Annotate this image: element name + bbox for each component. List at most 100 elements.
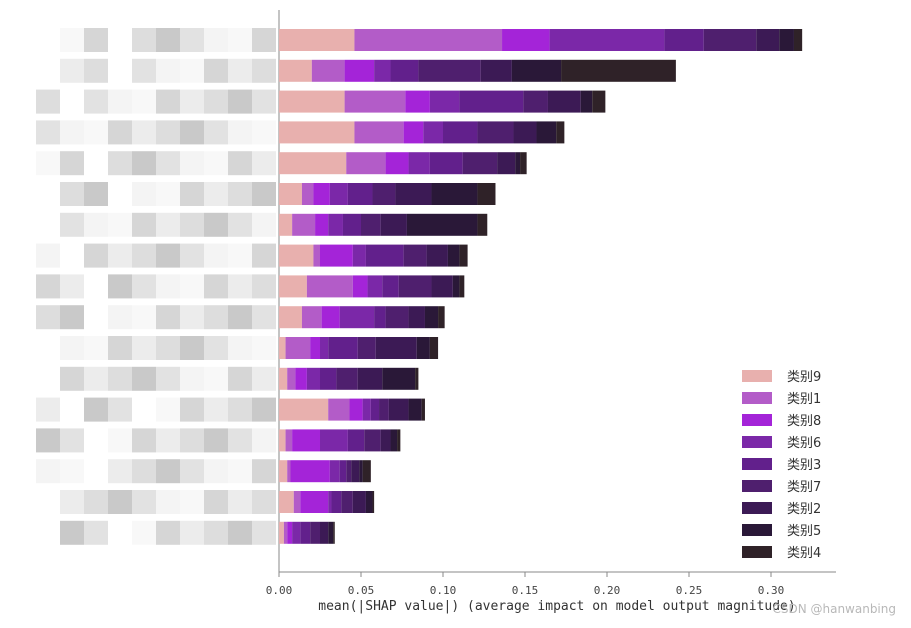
bar-segment — [364, 429, 381, 452]
obscured-label-block — [132, 459, 156, 484]
obscured-label-block — [156, 336, 180, 360]
obscured-label-block — [108, 428, 132, 453]
obscured-label-block — [84, 397, 108, 422]
bar-segment — [279, 121, 355, 144]
obscured-label-block — [228, 459, 252, 484]
bar-segment — [556, 121, 565, 144]
obscured-label-block — [156, 490, 180, 514]
bar-segment — [357, 337, 376, 359]
obscured-label-block — [84, 89, 108, 114]
bar-segment — [349, 398, 363, 421]
bar-segment — [279, 429, 286, 452]
bar-segment — [452, 275, 460, 298]
bar-segment — [374, 59, 391, 82]
bar-segment — [320, 367, 337, 390]
obscured-label-block — [36, 459, 60, 484]
obscured-label-block — [228, 89, 252, 114]
obscured-label-block — [132, 243, 156, 268]
bar-segment — [477, 183, 496, 205]
obscured-label-block — [180, 58, 204, 83]
obscured-label-block — [84, 28, 108, 52]
obscured-label-block — [84, 520, 108, 545]
obscured-label-block — [180, 120, 204, 145]
bar-segment — [382, 367, 416, 390]
obscured-label-block — [204, 305, 228, 330]
bar-segment — [580, 90, 593, 113]
obscured-label-block — [60, 212, 84, 237]
obscured-label-block — [108, 366, 132, 391]
bar-segment — [301, 306, 322, 329]
obscured-label-block — [252, 490, 276, 514]
bar-segment — [397, 429, 401, 452]
bar-segment — [311, 59, 345, 82]
obscured-label-block — [60, 28, 84, 52]
obscured-label-block — [228, 366, 252, 391]
obscured-label-block — [108, 243, 132, 268]
obscured-label-block — [156, 28, 180, 52]
obscured-label-block — [108, 89, 132, 114]
x-tick-label: 0.10 — [430, 584, 457, 597]
bar-segment — [306, 275, 353, 298]
obscured-label-block — [156, 58, 180, 83]
bar-segment — [592, 90, 606, 113]
obscured-label-block — [252, 305, 276, 330]
bar-segment — [395, 183, 432, 205]
bar-segment — [416, 337, 430, 359]
legend-label: 类别6 — [787, 436, 821, 451]
bar-segment — [279, 152, 347, 175]
bar-segment — [502, 29, 550, 51]
bar-segment — [279, 29, 355, 51]
bar-segment — [331, 491, 342, 513]
obscured-label-block — [108, 151, 132, 176]
obscured-label-block — [84, 366, 108, 391]
obscured-label-block — [252, 366, 276, 391]
bar-segment — [341, 491, 353, 513]
bar-segment — [287, 367, 296, 390]
bar-segment — [292, 429, 320, 452]
bar-segment — [418, 59, 481, 82]
obscured-label-block — [204, 336, 228, 360]
obscured-label-block — [252, 120, 276, 145]
bar-segment — [447, 244, 460, 267]
obscured-label-block — [180, 212, 204, 237]
bar-segment — [352, 491, 366, 513]
obscured-label-block — [228, 151, 252, 176]
bar-segment — [344, 90, 406, 113]
obscured-label-block — [252, 520, 276, 545]
bar-segment — [374, 306, 386, 329]
obscured-label-block — [132, 366, 156, 391]
obscured-feature-labels — [36, 28, 276, 545]
obscured-label-block — [204, 366, 228, 391]
bar-segment — [279, 491, 294, 513]
obscured-label-block — [156, 305, 180, 330]
bar-segment — [279, 59, 312, 82]
bar-segment — [365, 244, 404, 267]
bar-segment — [328, 398, 350, 421]
obscured-label-block — [252, 397, 276, 422]
bar-segment — [462, 152, 498, 175]
obscured-label-block — [132, 182, 156, 206]
bar-segment — [429, 90, 460, 113]
legend-label: 类别1 — [787, 392, 821, 407]
obscured-label-block — [108, 490, 132, 514]
obscured-label-block — [36, 151, 60, 176]
obscured-label-block — [84, 490, 108, 514]
bar-segment — [421, 398, 425, 421]
obscured-label-block — [108, 336, 132, 360]
obscured-label-block — [252, 459, 276, 484]
bar-segment — [547, 90, 581, 113]
bar-segment — [408, 152, 430, 175]
bar-segment — [370, 398, 380, 421]
obscured-label-block — [132, 89, 156, 114]
bar-segment — [351, 460, 360, 483]
x-tick-label: 0.30 — [758, 584, 785, 597]
obscured-label-block — [180, 397, 204, 422]
bar-segment — [372, 491, 375, 513]
legend-label: 类别8 — [787, 414, 821, 429]
bar-segment — [346, 460, 352, 483]
bar-segment — [292, 521, 301, 544]
bar-segment — [375, 337, 417, 359]
obscured-label-block — [228, 58, 252, 83]
bar-segment — [477, 213, 488, 236]
obscured-label-block — [84, 212, 108, 237]
